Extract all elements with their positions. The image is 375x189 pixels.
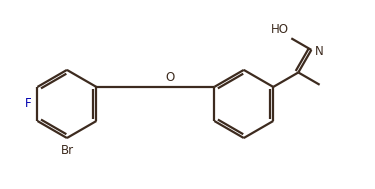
Text: HO: HO — [270, 23, 288, 36]
Text: O: O — [165, 71, 174, 84]
Text: N: N — [315, 45, 324, 58]
Text: F: F — [25, 98, 32, 110]
Text: Br: Br — [61, 144, 74, 157]
